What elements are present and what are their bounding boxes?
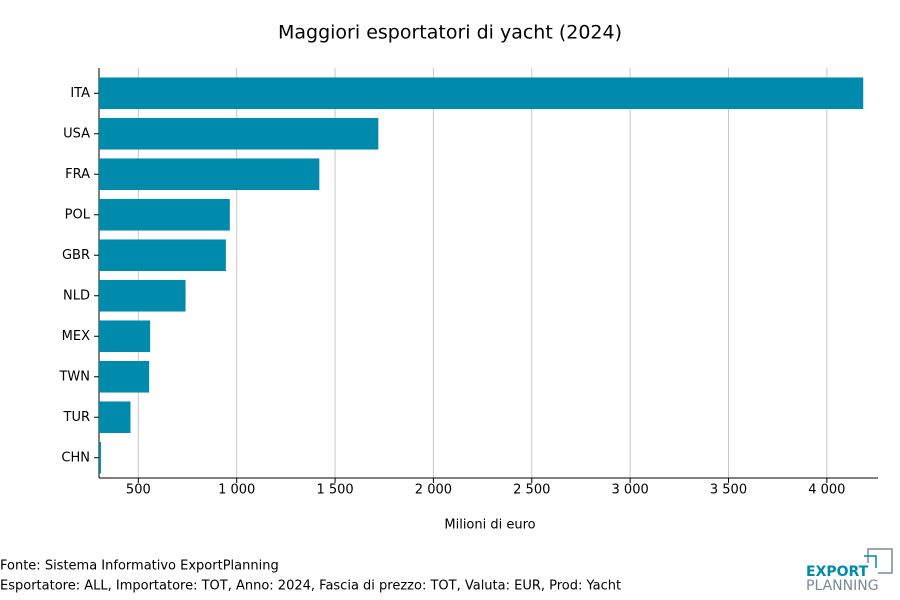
y-tick-label: GBR	[62, 248, 90, 263]
logo-icon	[864, 555, 877, 568]
bar	[99, 279, 186, 312]
x-tick-label: 3 500	[710, 483, 747, 498]
bar	[99, 77, 864, 110]
y-tick-label: USA	[63, 126, 90, 141]
y-tick-label: MEX	[62, 329, 90, 344]
y-tick-label: POL	[65, 207, 91, 222]
logo: EXPORT PLANNING	[806, 548, 893, 594]
footer-source: Fonte: Sistema Informativo ExportPlannin…	[0, 559, 279, 574]
x-tick-label: 4 000	[808, 483, 845, 498]
y-tick-label: NLD	[63, 288, 90, 303]
x-tick-label: 2 500	[513, 483, 550, 498]
x-axis-label: Milioni di euro	[444, 518, 535, 533]
chart-title: Maggiori esportatori di yacht (2024)	[278, 22, 622, 44]
bar	[99, 360, 150, 393]
y-tick-label: FRA	[65, 167, 90, 182]
x-tick-label: 1 000	[218, 483, 255, 498]
x-tick-label: 1 500	[316, 483, 353, 498]
logo-text: PLANNING	[806, 578, 879, 594]
bar	[99, 117, 379, 150]
y-tick-label: TWN	[58, 369, 90, 384]
y-tick-label: TUR	[63, 410, 91, 425]
y-tick-label: ITA	[70, 86, 90, 101]
footer-details: Esportatore: ALL, Importatore: TOT, Anno…	[0, 579, 621, 594]
bar	[99, 198, 230, 231]
x-tick-label: 500	[126, 483, 151, 498]
logo-text: EXPORT	[806, 564, 869, 580]
y-tick-label: CHN	[61, 450, 90, 465]
x-tick-label: 3 000	[612, 483, 649, 498]
logo-icon	[867, 548, 893, 574]
bar	[99, 441, 101, 474]
bar	[99, 320, 151, 353]
bar	[99, 158, 320, 191]
bar	[99, 401, 131, 434]
bar	[99, 239, 226, 272]
x-tick-label: 2 000	[415, 483, 452, 498]
